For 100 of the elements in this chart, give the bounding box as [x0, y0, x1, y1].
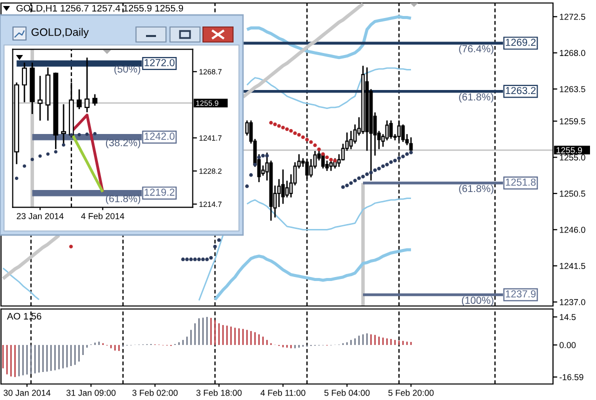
point: [381, 164, 385, 168]
point: [205, 258, 209, 262]
x-tick-label: 31 Jan 09:00: [66, 390, 116, 396]
point: [273, 122, 277, 126]
ref-line-label: 1255.9: [556, 147, 582, 154]
point: [22, 164, 26, 168]
point: [393, 158, 397, 162]
point: [409, 150, 413, 154]
point: [297, 132, 301, 137]
line-series: [213, 248, 413, 302]
line-series: [245, 15, 413, 60]
x-tick-label: 5 Feb 04:00: [324, 390, 370, 396]
candlestick: [329, 159, 333, 171]
chart-title: AO 1.56: [7, 312, 42, 320]
point: [293, 131, 297, 136]
series-label: 1242.0: [144, 132, 175, 140]
candlestick: [38, 76, 43, 121]
annotation: (76.4%): [459, 44, 494, 54]
point: [373, 168, 377, 172]
y-tick-label: 1263.5: [560, 86, 586, 92]
y-tick-label: 1237.0: [560, 299, 586, 306]
point: [185, 258, 189, 262]
point: [357, 176, 361, 180]
point: [54, 150, 58, 154]
point: [309, 140, 313, 144]
x-tick-label: 30 Jan 2014: [4, 390, 50, 396]
point: [361, 174, 365, 178]
point: [85, 132, 89, 136]
chart-title: GOLD,Daily: [32, 28, 89, 38]
point: [249, 173, 253, 177]
point: [289, 128, 293, 133]
candlestick: [401, 124, 405, 142]
point: [261, 154, 265, 158]
point: [257, 155, 261, 160]
x-tick-label: 3 Feb 02:00: [132, 390, 178, 396]
point: [253, 162, 257, 166]
point: [269, 120, 273, 125]
series-label: 1269.2: [506, 38, 536, 46]
y-tick-label: 0.00: [560, 342, 576, 348]
point: [181, 258, 185, 262]
annotation: (38.2%): [106, 138, 140, 148]
point: [93, 132, 97, 136]
y-tick-label: 14.5: [560, 314, 576, 320]
point: [201, 258, 205, 262]
y-tick-label: 1241.5: [560, 262, 586, 270]
annotation: (61.8%): [459, 184, 494, 194]
series-label: 1237.9: [506, 290, 536, 298]
point: [213, 244, 217, 248]
y-tick-label: 1246.0: [560, 226, 586, 233]
point: [341, 185, 345, 189]
series-label: 1272.0: [144, 59, 175, 66]
point: [349, 181, 353, 185]
series-label: 1251.8: [506, 178, 536, 186]
y-tick-label: 1268.0: [560, 50, 586, 56]
x-tick-label: 4 Feb 11:00: [260, 390, 306, 396]
point: [217, 238, 221, 242]
point: [365, 172, 369, 176]
point: [189, 258, 193, 262]
point: [377, 166, 381, 170]
candlestick: [321, 152, 325, 168]
point: [321, 152, 325, 156]
point: [245, 184, 249, 188]
series-label: 1263.2: [506, 86, 536, 94]
annotation: (61.8%): [459, 93, 494, 103]
x-tick-label: 4 Feb 2014: [81, 212, 124, 220]
annotation: (100%): [462, 296, 494, 306]
x-tick-label: 3 Feb 18:00: [196, 390, 242, 396]
candlestick: [409, 137, 413, 151]
point: [405, 152, 409, 156]
candlestick: [76, 89, 82, 110]
y-tick-label: 1259.5: [560, 118, 586, 124]
point: [333, 158, 337, 162]
x-tick-label: 23 Jan 2014: [16, 213, 64, 220]
annotation: (50%): [114, 65, 140, 75]
point: [313, 143, 317, 148]
point: [401, 154, 405, 158]
point: [389, 160, 393, 164]
point: [301, 135, 305, 140]
point: [70, 133, 74, 137]
candlestick: [22, 62, 27, 102]
candlestick: [389, 120, 393, 139]
candlestick: [84, 58, 90, 112]
point: [197, 258, 201, 262]
y-tick-label: -16.59: [560, 374, 584, 380]
point: [69, 244, 73, 248]
series-label: 1219.2: [144, 188, 174, 196]
point: [285, 127, 289, 132]
line-series: [246, 67, 412, 109]
point: [14, 176, 18, 180]
point: [277, 124, 281, 128]
point: [385, 162, 389, 166]
point: [325, 155, 329, 160]
y-tick-label: 1250.5: [560, 190, 586, 197]
point: [193, 258, 197, 262]
candlestick: [92, 94, 98, 106]
x-tick-label: 5 Feb 20:00: [388, 390, 434, 396]
point: [317, 147, 321, 152]
point: [329, 158, 333, 162]
annotation: (61.8%): [106, 194, 140, 204]
chart-title: GOLD,H1 1256.7 1257.4 1255.9 1255.9: [16, 4, 184, 13]
